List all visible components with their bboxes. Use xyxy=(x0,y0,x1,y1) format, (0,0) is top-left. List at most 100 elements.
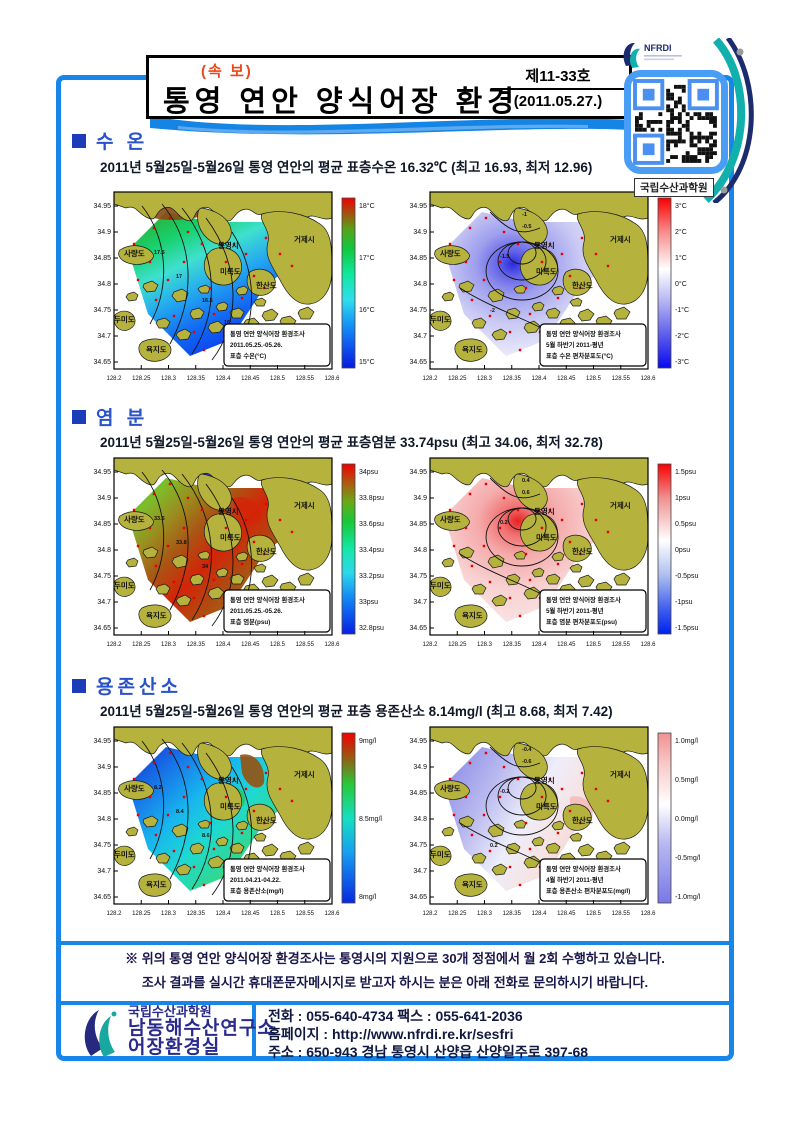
svg-text:8.2: 8.2 xyxy=(154,785,162,791)
svg-text:128.2: 128.2 xyxy=(106,642,122,648)
svg-text:미륵도: 미륵도 xyxy=(536,532,557,542)
salinity-summary: 2011년 5월25일-5월26일 통영 연안의 평균 표층염분 33.74ps… xyxy=(100,435,603,450)
svg-text:1°C: 1°C xyxy=(675,254,687,262)
svg-text:1psu: 1psu xyxy=(675,495,690,502)
svg-text:거제시: 거제시 xyxy=(610,234,631,244)
svg-text:34.9: 34.9 xyxy=(97,764,111,771)
svg-text:128.4: 128.4 xyxy=(215,642,231,648)
svg-text:128.45: 128.45 xyxy=(241,911,260,917)
svg-text:128.5: 128.5 xyxy=(586,376,602,382)
svg-text:34.65: 34.65 xyxy=(409,894,427,901)
svg-text:거제시: 거제시 xyxy=(294,500,315,510)
svg-text:128.4: 128.4 xyxy=(215,376,231,382)
svg-text:통영 연안 양식어장 환경조사: 통영 연안 양식어장 환경조사 xyxy=(546,595,621,604)
section-title: 용존산소 xyxy=(96,677,182,698)
svg-text:34: 34 xyxy=(202,564,209,570)
section-bullet-icon xyxy=(72,133,86,148)
svg-text:128.3: 128.3 xyxy=(477,376,493,382)
svg-text:128.35: 128.35 xyxy=(503,911,522,917)
svg-text:한산도: 한산도 xyxy=(572,280,593,290)
svg-text:-0.5: -0.5 xyxy=(522,224,531,230)
svg-text:사량도: 사량도 xyxy=(440,248,461,258)
svg-text:17: 17 xyxy=(176,274,182,280)
svg-text:2011.04.21-04.22.: 2011.04.21-04.22. xyxy=(230,877,281,884)
qr-block: NFRDI 국립수산과학원 xyxy=(612,38,772,203)
address-line: 주소 : 650-943 경남 통영시 산양읍 산양일주로 397-68 xyxy=(268,1044,589,1060)
svg-text:-1: -1 xyxy=(522,212,527,218)
svg-text:128.6: 128.6 xyxy=(324,911,340,917)
org-lab-name: 어장환경실 xyxy=(128,1037,221,1058)
dissolved-oxygen-summary: 2011년 5월25일-5월26일 통영 연안의 평균 표층 용존산소 8.14… xyxy=(100,704,613,719)
svg-text:34.95: 34.95 xyxy=(409,469,427,476)
section-title: 염 분 xyxy=(96,408,149,429)
svg-text:128.5: 128.5 xyxy=(270,911,286,917)
svg-text:34.75: 34.75 xyxy=(93,842,111,849)
svg-text:두미도: 두미도 xyxy=(114,580,135,590)
svg-text:33.8: 33.8 xyxy=(176,540,187,546)
svg-text:통영 연안 양식어장 환경조사: 통영 연안 양식어장 환경조사 xyxy=(230,329,305,338)
svg-text:표층 용존산소(mg/l): 표층 용존산소(mg/l) xyxy=(230,886,284,895)
svg-text:128.55: 128.55 xyxy=(612,642,631,648)
svg-text:34.75: 34.75 xyxy=(409,842,427,849)
svg-text:8.6: 8.6 xyxy=(202,833,210,839)
svg-text:욕지도: 욕지도 xyxy=(146,344,167,354)
svg-text:사량도: 사량도 xyxy=(124,783,145,793)
svg-text:사량도: 사량도 xyxy=(440,783,461,793)
svg-text:0.2: 0.2 xyxy=(490,843,498,849)
svg-text:사량도: 사량도 xyxy=(124,514,145,524)
svg-text:미륵도: 미륵도 xyxy=(220,532,241,542)
svg-text:-0.5psu: -0.5psu xyxy=(675,573,698,580)
svg-text:통영 연안 양식어장 환경조사: 통영 연안 양식어장 환경조사 xyxy=(546,864,621,873)
svg-text:미륵도: 미륵도 xyxy=(536,801,557,811)
svg-text:한산도: 한산도 xyxy=(572,546,593,556)
svg-text:통영시: 통영시 xyxy=(534,240,555,250)
svg-text:128.2: 128.2 xyxy=(106,376,122,382)
svg-text:128.35: 128.35 xyxy=(187,911,206,917)
svg-text:두미도: 두미도 xyxy=(430,314,451,324)
section-temperature-header: 수 온 xyxy=(72,127,148,154)
svg-text:128.3: 128.3 xyxy=(477,911,493,917)
section-bullet-icon xyxy=(72,409,86,424)
svg-text:0.2: 0.2 xyxy=(500,520,508,526)
svg-text:128.55: 128.55 xyxy=(296,642,315,648)
footer-divider xyxy=(252,1005,256,1057)
svg-text:34.85: 34.85 xyxy=(93,790,111,797)
temperature-summary: 2011년 5월25일-5월26일 통영 연안의 평균 표층수온 16.32℃ … xyxy=(100,160,593,175)
svg-text:한산도: 한산도 xyxy=(256,546,277,556)
svg-text:통영 연안 양식어장 환경조사: 통영 연안 양식어장 환경조사 xyxy=(546,329,621,338)
svg-text:128.45: 128.45 xyxy=(557,376,576,382)
svg-text:8mg/l: 8mg/l xyxy=(359,894,377,901)
svg-text:34.95: 34.95 xyxy=(93,469,111,476)
svg-text:욕지도: 욕지도 xyxy=(462,344,483,354)
svg-text:33.4psu: 33.4psu xyxy=(359,547,384,554)
svg-text:미륵도: 미륵도 xyxy=(220,801,241,811)
svg-text:34.85: 34.85 xyxy=(93,255,111,262)
svg-text:사량도: 사량도 xyxy=(124,248,145,258)
homepage-line[interactable]: 홈페이지 : http://www.nfrdi.re.kr/sesfri xyxy=(268,1026,514,1042)
svg-text:사량도: 사량도 xyxy=(440,514,461,524)
svg-text:128.6: 128.6 xyxy=(324,642,340,648)
svg-text:128.5: 128.5 xyxy=(586,911,602,917)
svg-text:0psu: 0psu xyxy=(675,547,690,554)
svg-text:34.65: 34.65 xyxy=(409,625,427,632)
svg-text:128.55: 128.55 xyxy=(612,376,631,382)
svg-text:34.85: 34.85 xyxy=(409,790,427,797)
svg-text:128.45: 128.45 xyxy=(241,642,260,648)
svg-text:거제시: 거제시 xyxy=(294,234,315,244)
footer-note-line-2: 조사 결과를 실시간 휴대폰문자메시지로 받고자 하시는 분은 아래 전화로 문… xyxy=(141,975,649,990)
svg-text:16°C: 16°C xyxy=(359,306,375,314)
svg-text:128.25: 128.25 xyxy=(448,642,467,648)
svg-text:128.6: 128.6 xyxy=(640,642,656,648)
salinity-map-row: 33.6 33.8 34 거제시 통영시 미륵도 한산도 사량도 두미도 욕지도 통영 연안 양식어… xyxy=(84,452,706,656)
title-box: (속 보) 통영 연안 양식어장 환경 제11-33호 (2011.05.27.… xyxy=(146,55,632,119)
svg-text:128.4: 128.4 xyxy=(215,911,231,917)
svg-text:8.4: 8.4 xyxy=(176,809,185,815)
svg-text:표층 염분(psu): 표층 염분(psu) xyxy=(230,617,270,626)
svg-text:34.65: 34.65 xyxy=(409,359,427,366)
svg-text:128.6: 128.6 xyxy=(640,911,656,917)
svg-text:표층 용존산소 편차분포도(mg/l): 표층 용존산소 편차분포도(mg/l) xyxy=(546,886,630,895)
issue-number: 제11-33호 xyxy=(525,68,591,85)
title-underline-swoosh xyxy=(150,116,632,135)
svg-text:32.8psu: 32.8psu xyxy=(359,625,384,632)
